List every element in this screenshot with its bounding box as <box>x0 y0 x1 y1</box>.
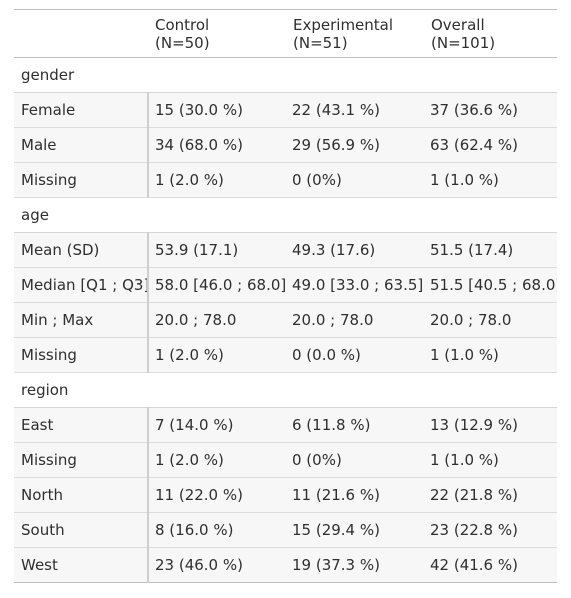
group-row: region <box>14 372 557 408</box>
table-row: Missing 1 (2.0 %) 0 (0%) 1 (1.0 %) <box>14 442 557 478</box>
group-row: age <box>14 197 557 233</box>
cell-experimental: 0 (0%) <box>286 162 424 198</box>
cell-control: 34 (68.0 %) <box>148 127 286 163</box>
table-row: Min ; Max 20.0 ; 78.0 20.0 ; 78.0 20.0 ; 78… <box>14 302 557 338</box>
cell-experimental: 0 (0%) <box>286 442 424 478</box>
header-row: Control (N=50) Experimental (N=51) Overa… <box>14 9 557 58</box>
cell-control: 15 (30.0 %) <box>148 92 286 128</box>
cell-control: 20.0 ; 78.0 <box>148 302 286 338</box>
cell-experimental: 0 (0.0 %) <box>286 337 424 373</box>
header-stub <box>14 9 148 58</box>
cell-overall: 37 (36.6 %) <box>424 92 557 128</box>
cell-control: 8 (16.0 %) <box>148 512 286 548</box>
cell-experimental: 22 (43.1 %) <box>286 92 424 128</box>
group-label: gender <box>14 57 557 93</box>
header-overall: Overall (N=101) <box>424 9 557 58</box>
row-label: Mean (SD) <box>14 232 149 268</box>
row-label: Median [Q1 ; Q3] <box>14 267 149 303</box>
cell-overall: 1 (1.0 %) <box>424 337 557 373</box>
cell-experimental: 6 (11.8 %) <box>286 407 424 443</box>
cell-control: 11 (22.0 %) <box>148 477 286 513</box>
row-label: Male <box>14 127 149 163</box>
cell-overall: 22 (21.8 %) <box>424 477 557 513</box>
row-label: Female <box>14 92 149 128</box>
cell-overall: 1 (1.0 %) <box>424 442 557 478</box>
cell-experimental: 15 (29.4 %) <box>286 512 424 548</box>
cell-overall: 23 (22.8 %) <box>424 512 557 548</box>
row-label: East <box>14 407 149 443</box>
cell-overall: 20.0 ; 78.0 <box>424 302 557 338</box>
table-row: Female 15 (30.0 %) 22 (43.1 %) 37 (36.6 %) <box>14 92 557 128</box>
cell-control: 58.0 [46.0 ; 68.0] <box>148 267 286 303</box>
table-row: Male 34 (68.0 %) 29 (56.9 %) 63 (62.4 %) <box>14 127 557 163</box>
table-row: Missing 1 (2.0 %) 0 (0%) 1 (1.0 %) <box>14 162 557 198</box>
table-row: North 11 (22.0 %) 11 (21.6 %) 22 (21.8 %) <box>14 477 557 513</box>
cell-overall: 42 (41.6 %) <box>424 547 557 583</box>
table-row: South 8 (16.0 %) 15 (29.4 %) 23 (22.8 %) <box>14 512 557 548</box>
cell-experimental: 11 (21.6 %) <box>286 477 424 513</box>
cell-overall: 63 (62.4 %) <box>424 127 557 163</box>
group-label: region <box>14 372 557 408</box>
row-label: North <box>14 477 149 513</box>
table-header: Control (N=50) Experimental (N=51) Overa… <box>14 9 557 58</box>
cell-control: 23 (46.0 %) <box>148 547 286 583</box>
table-row: East 7 (14.0 %) 6 (11.8 %) 13 (12.9 %) <box>14 407 557 443</box>
cell-overall: 1 (1.0 %) <box>424 162 557 198</box>
row-label: Missing <box>14 337 149 373</box>
row-label: Missing <box>14 442 149 478</box>
summary-table: Control (N=50) Experimental (N=51) Overa… <box>14 9 557 583</box>
table-row: Mean (SD) 53.9 (17.1) 49.3 (17.6) 51.5 (17.… <box>14 232 557 268</box>
cell-experimental: 49.0 [33.0 ; 63.5] <box>286 267 424 303</box>
group-label: age <box>14 197 557 233</box>
table-body: gender Female 15 (30.0 %) 22 (43.1 %) 37 (36… <box>14 57 557 583</box>
row-label: South <box>14 512 149 548</box>
table-row: Missing 1 (2.0 %) 0 (0.0 %) 1 (1.0 %) <box>14 337 557 373</box>
cell-control: 53.9 (17.1) <box>148 232 286 268</box>
cell-control: 7 (14.0 %) <box>148 407 286 443</box>
cell-experimental: 19 (37.3 %) <box>286 547 424 583</box>
table-row: Median [Q1 ; Q3] 58.0 [46.0 ; 68.0] 49.0 [… <box>14 267 557 303</box>
cell-control: 1 (2.0 %) <box>148 442 286 478</box>
cell-overall: 51.5 [40.5 ; 68.0] <box>424 267 557 303</box>
row-label: Min ; Max <box>14 302 149 338</box>
cell-control: 1 (2.0 %) <box>148 162 286 198</box>
row-label: West <box>14 547 149 583</box>
header-experimental: Experimental (N=51) <box>286 9 424 58</box>
cell-experimental: 29 (56.9 %) <box>286 127 424 163</box>
header-control: Control (N=50) <box>148 9 286 58</box>
cell-overall: 51.5 (17.4) <box>424 232 557 268</box>
table-row: West 23 (46.0 %) 19 (37.3 %) 42 (41.6 %) <box>14 547 557 583</box>
group-row: gender <box>14 57 557 93</box>
cell-overall: 13 (12.9 %) <box>424 407 557 443</box>
cell-experimental: 49.3 (17.6) <box>286 232 424 268</box>
cell-control: 1 (2.0 %) <box>148 337 286 373</box>
row-label: Missing <box>14 162 149 198</box>
cell-experimental: 20.0 ; 78.0 <box>286 302 424 338</box>
